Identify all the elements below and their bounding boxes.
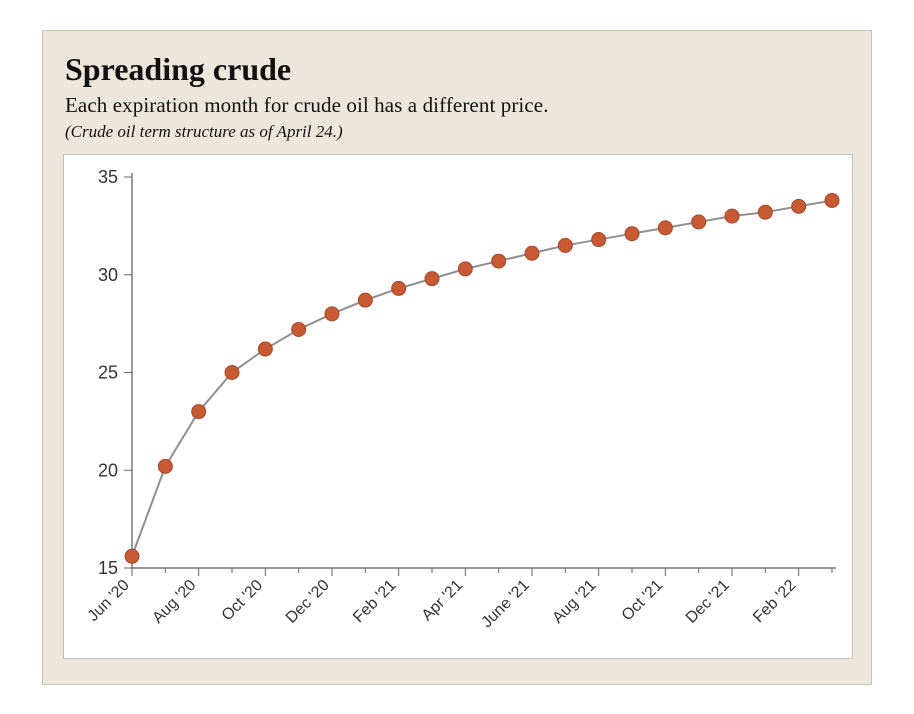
y-tick-label: 25 bbox=[98, 362, 118, 382]
data-marker bbox=[125, 549, 139, 563]
data-marker bbox=[225, 365, 239, 379]
data-marker bbox=[392, 281, 406, 295]
data-marker bbox=[458, 261, 472, 275]
x-tick-label: Jun '20 bbox=[85, 576, 133, 624]
x-tick-label: Dec '20 bbox=[283, 576, 333, 626]
series-line bbox=[132, 200, 832, 556]
data-marker bbox=[692, 215, 706, 229]
data-marker bbox=[258, 342, 272, 356]
line-chart-svg: 15 20 25 30 35 Jun '20 Aug '20 Oct '20 Dec '20 Fe… bbox=[64, 155, 852, 658]
data-marker bbox=[158, 459, 172, 473]
x-tick-label: Aug '21 bbox=[549, 576, 599, 626]
data-marker bbox=[625, 226, 639, 240]
chart-plot-area: 15 20 25 30 35 Jun '20 Aug '20 Oct '20 Dec '20 Fe… bbox=[63, 154, 853, 659]
chart-title: Spreading crude bbox=[65, 53, 851, 87]
data-marker bbox=[325, 306, 339, 320]
data-marker bbox=[725, 209, 739, 223]
data-marker bbox=[558, 238, 572, 252]
data-marker bbox=[358, 293, 372, 307]
y-tick-label: 15 bbox=[98, 558, 118, 578]
data-marker bbox=[592, 232, 606, 246]
x-tick-label: Aug '20 bbox=[149, 576, 199, 626]
y-tick-label: 20 bbox=[98, 460, 118, 480]
chart-subtitle: Each expiration month for crude oil has … bbox=[65, 93, 851, 118]
data-marker bbox=[792, 199, 806, 213]
data-marker bbox=[492, 254, 506, 268]
chart-note: (Crude oil term structure as of April 24… bbox=[65, 122, 851, 142]
data-marker bbox=[192, 404, 206, 418]
data-marker bbox=[525, 246, 539, 260]
data-marker bbox=[758, 205, 772, 219]
data-marker bbox=[292, 322, 306, 336]
data-marker bbox=[825, 193, 839, 207]
x-tick-label: June '21 bbox=[478, 576, 533, 631]
figure-card: Spreading crude Each expiration month fo… bbox=[42, 30, 872, 685]
x-tick-label: Dec '21 bbox=[683, 576, 733, 626]
y-tick-label: 30 bbox=[98, 264, 118, 284]
data-marker bbox=[658, 220, 672, 234]
y-tick-label: 35 bbox=[98, 167, 118, 187]
x-tick-label: Oct '21 bbox=[619, 576, 667, 624]
x-tick-label: Feb '22 bbox=[750, 576, 799, 625]
x-tick-label: Feb '21 bbox=[350, 576, 399, 625]
x-tick-label: Apr '21 bbox=[419, 576, 467, 624]
data-marker bbox=[425, 271, 439, 285]
x-tick-label: Oct '20 bbox=[219, 576, 267, 624]
